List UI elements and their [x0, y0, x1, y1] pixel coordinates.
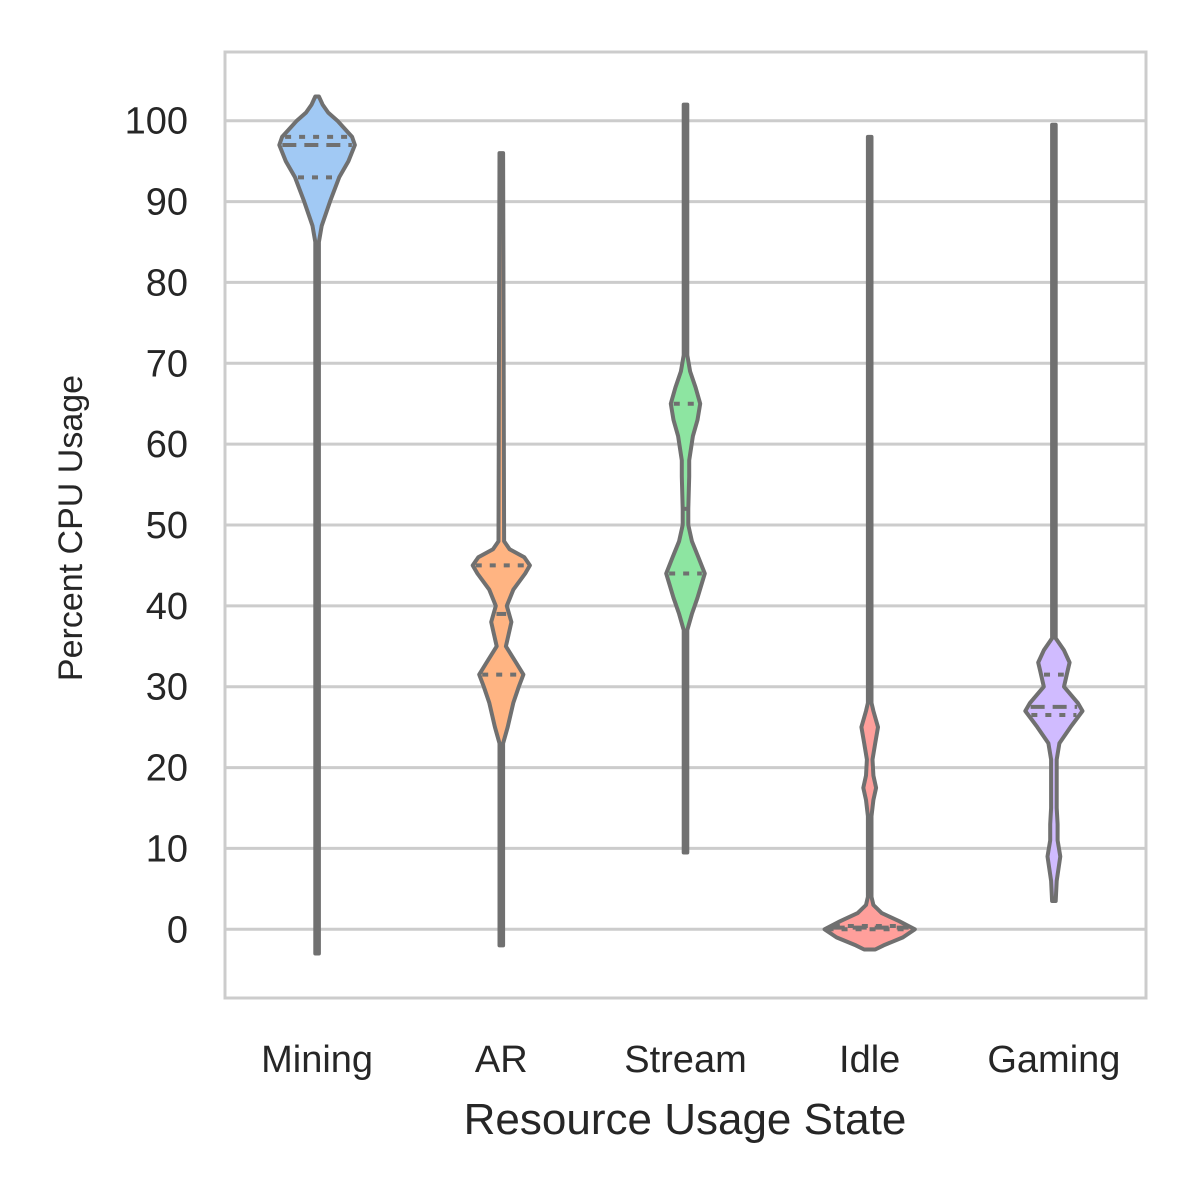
x-tick-label-stream: Stream — [624, 1039, 746, 1081]
y-tick-label-90: 90 — [146, 182, 188, 224]
plot-frame — [223, 50, 1148, 1000]
y-tick-label-70: 70 — [146, 343, 188, 385]
violin-ar — [470, 151, 532, 948]
y-tick-labels: 0 10 20 30 40 50 60 70 80 90 100 — [125, 101, 188, 952]
x-tick-label-gaming: Gaming — [987, 1039, 1120, 1081]
y-tick-label-10: 10 — [146, 828, 188, 870]
x-tick-label-mining: Mining — [261, 1039, 373, 1081]
x-tick-labels: Mining AR Stream Idle Gaming — [261, 1039, 1120, 1081]
violins — [277, 94, 1085, 956]
violin-mining — [277, 94, 357, 956]
y-tick-label-80: 80 — [146, 262, 188, 304]
y-tick-label-60: 60 — [146, 424, 188, 466]
x-axis-title: Resource Usage State — [464, 1095, 907, 1144]
y-tick-label-0: 0 — [167, 909, 188, 951]
y-tick-label-20: 20 — [146, 748, 188, 790]
y-axis-title: Percent CPU Usage — [52, 375, 90, 681]
y-tick-label-100: 100 — [125, 101, 188, 143]
violin-idle — [822, 134, 917, 952]
y-tick-label-40: 40 — [146, 586, 188, 628]
x-tick-label-ar: AR — [475, 1039, 528, 1081]
y-tick-label-50: 50 — [146, 505, 188, 547]
violin-stream — [664, 102, 707, 855]
x-tick-label-idle: Idle — [839, 1039, 900, 1081]
y-tick-label-30: 30 — [146, 667, 188, 709]
